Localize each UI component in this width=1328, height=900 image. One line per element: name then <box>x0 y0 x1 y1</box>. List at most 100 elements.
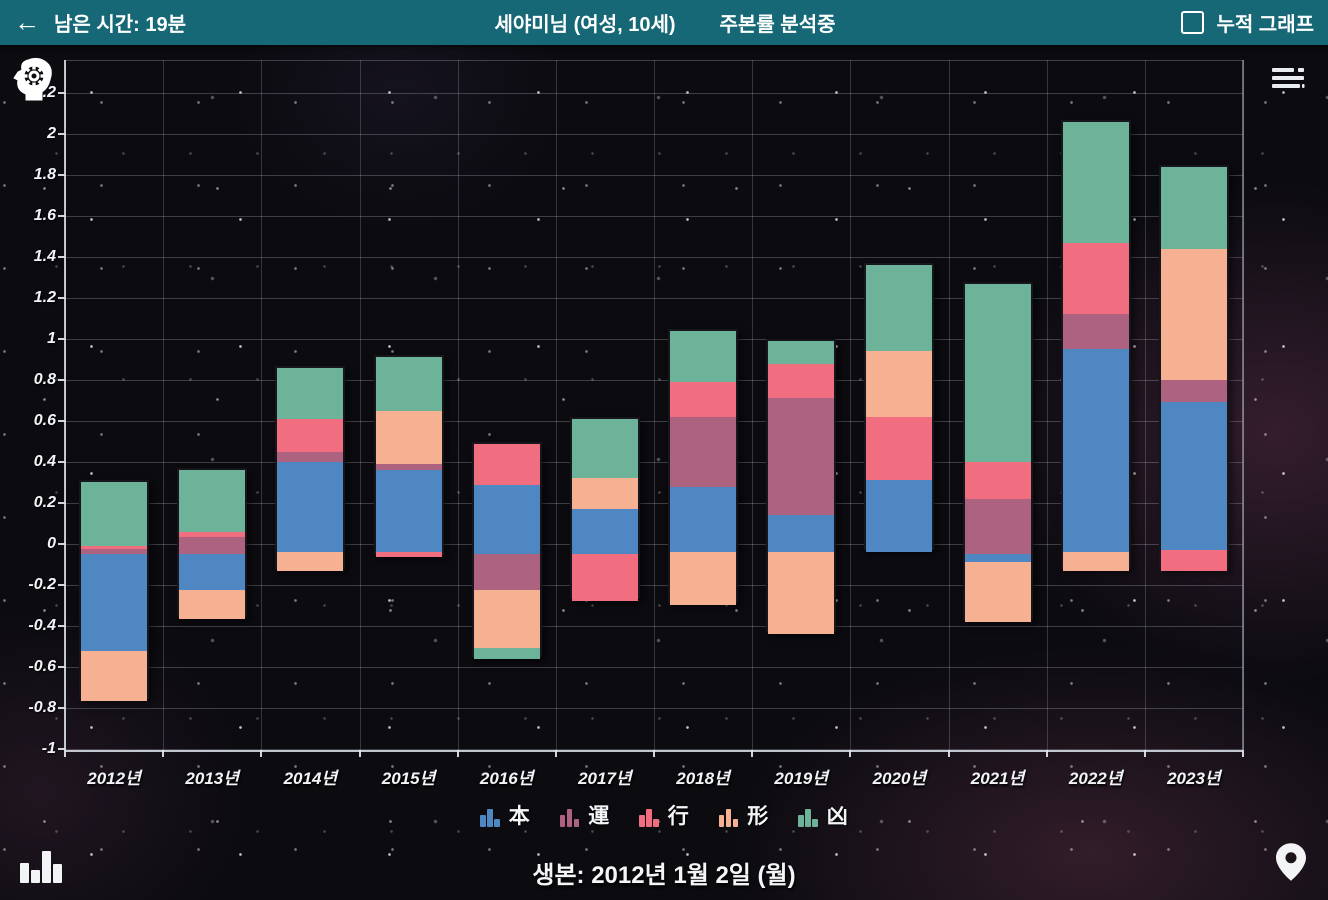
bar-segment-形 <box>964 562 1031 622</box>
bar-segment-運 <box>1062 314 1129 350</box>
bar-segment-形 <box>1160 248 1227 380</box>
bar-segment-運 <box>670 416 737 487</box>
y-axis-line <box>64 60 66 750</box>
y-tick-label: 1.2 <box>33 289 56 306</box>
bar-2015년[interactable] <box>373 355 444 558</box>
bar-segment-形 <box>375 410 442 464</box>
bar-segment-形 <box>866 351 933 417</box>
bar-2020년[interactable] <box>864 263 935 553</box>
bar-segment-行 <box>670 382 737 417</box>
bar-segment-運 <box>473 554 540 591</box>
bar-2019년[interactable] <box>766 339 837 635</box>
legend-item-凶[interactable]: 凶 <box>798 805 848 828</box>
x-tick-label: 2017년 <box>578 769 632 788</box>
bar-segment-凶 <box>375 357 442 411</box>
y-tick-label: 0.4 <box>33 453 56 470</box>
back-icon[interactable]: ← <box>14 7 40 37</box>
bar-segment-本 <box>1160 402 1227 551</box>
legend-bars-icon <box>718 808 739 827</box>
bar-segment-本 <box>1062 349 1129 553</box>
x-tick-label: 2018년 <box>676 769 730 788</box>
bar-2014년[interactable] <box>275 365 346 571</box>
plot-right-border <box>1242 60 1244 750</box>
x-tick-label: 2019년 <box>774 769 828 788</box>
bar-segment-行 <box>571 554 638 602</box>
x-tick-label: 2015년 <box>381 769 436 788</box>
legend-bars-icon <box>559 808 580 827</box>
gridline-v <box>261 60 263 750</box>
bar-segment-本 <box>375 470 442 553</box>
bar-segment-行 <box>866 416 933 481</box>
legend-item-形[interactable]: 形 <box>718 806 768 827</box>
bar-segment-行 <box>1062 242 1129 315</box>
list-toc-icon <box>1272 68 1305 88</box>
gridline-v <box>654 60 655 750</box>
bar-segment-本 <box>571 509 638 555</box>
legend-bars-icon <box>480 808 500 827</box>
y-tick-label: 0.8 <box>33 371 56 388</box>
legend-list-button[interactable] <box>1272 66 1306 97</box>
gridline-v <box>850 60 852 750</box>
x-tick-label: 2012년 <box>87 769 141 788</box>
bar-2012년[interactable] <box>79 480 150 701</box>
y-tick-label: -0.2 <box>28 576 56 593</box>
bar-segment-凶 <box>179 470 246 532</box>
bar-segment-運 <box>277 451 344 462</box>
bar-segment-凶 <box>964 283 1031 462</box>
gridline-v <box>752 60 754 750</box>
legend-item-行[interactable]: 行 <box>639 806 689 827</box>
bar-2013년[interactable] <box>177 468 248 619</box>
bar-segment-形 <box>1062 552 1129 571</box>
bar-chart-icon <box>20 851 62 883</box>
legend-bars-icon <box>798 808 818 827</box>
bar-2022년[interactable] <box>1060 119 1131 571</box>
bar-segment-行 <box>375 552 442 558</box>
remaining-time-label: 남은 시간: 19분 <box>54 14 187 36</box>
bar-segment-本 <box>473 484 540 555</box>
gridline-v <box>555 60 557 750</box>
y-tick-label: 0.2 <box>33 494 56 511</box>
bar-segment-形 <box>571 478 638 510</box>
y-tick-label: 1.8 <box>33 166 56 183</box>
checkbox-icon[interactable] <box>1181 11 1205 34</box>
chart-view-button[interactable] <box>18 849 64 888</box>
x-tick-label: 2013년 <box>185 769 239 788</box>
bar-2023년[interactable] <box>1158 164 1229 571</box>
legend-bars-icon <box>639 808 659 827</box>
gridline-v <box>163 60 165 750</box>
bar-segment-行 <box>1160 550 1227 571</box>
analysis-status: 주본률 분석중 <box>719 14 836 36</box>
bar-segment-本 <box>179 554 246 591</box>
legend-label: 凶 <box>826 805 848 828</box>
location-pin-icon <box>1276 843 1306 881</box>
bar-segment-本 <box>866 480 933 553</box>
legend-label: 運 <box>588 805 610 828</box>
x-tick-label: 2022년 <box>1068 769 1123 788</box>
y-tick-label: 2 <box>47 125 56 142</box>
y-tick-label: 0.6 <box>33 412 56 429</box>
bar-segment-凶 <box>866 265 933 352</box>
bar-2017년[interactable] <box>569 416 640 602</box>
bar-2021년[interactable] <box>962 281 1033 622</box>
y-tick-label: 1.4 <box>33 248 56 265</box>
bar-segment-凶 <box>1160 166 1227 249</box>
bar-segment-凶 <box>768 341 835 364</box>
bar-segment-形 <box>670 552 737 606</box>
x-tick-label: 2016년 <box>479 769 534 788</box>
bar-segment-本 <box>964 554 1031 563</box>
bar-segment-運 <box>964 498 1031 555</box>
location-button[interactable] <box>1276 843 1306 886</box>
gridline-v <box>948 60 950 750</box>
bar-segment-運 <box>768 398 835 516</box>
bar-segment-運 <box>179 536 246 555</box>
bar-2016년[interactable] <box>471 441 542 659</box>
legend-item-本[interactable]: 本 <box>480 806 530 827</box>
bar-segment-形 <box>179 590 246 619</box>
cumulative-graph-toggle[interactable]: 누적 그래프 <box>1181 8 1314 37</box>
bar-2018년[interactable] <box>668 328 739 606</box>
settings-button[interactable] <box>12 56 56 107</box>
legend-item-運[interactable]: 運 <box>559 805 610 828</box>
bar-segment-行 <box>473 443 540 485</box>
x-axis-line <box>65 750 1243 752</box>
bar-segment-行 <box>964 461 1031 499</box>
